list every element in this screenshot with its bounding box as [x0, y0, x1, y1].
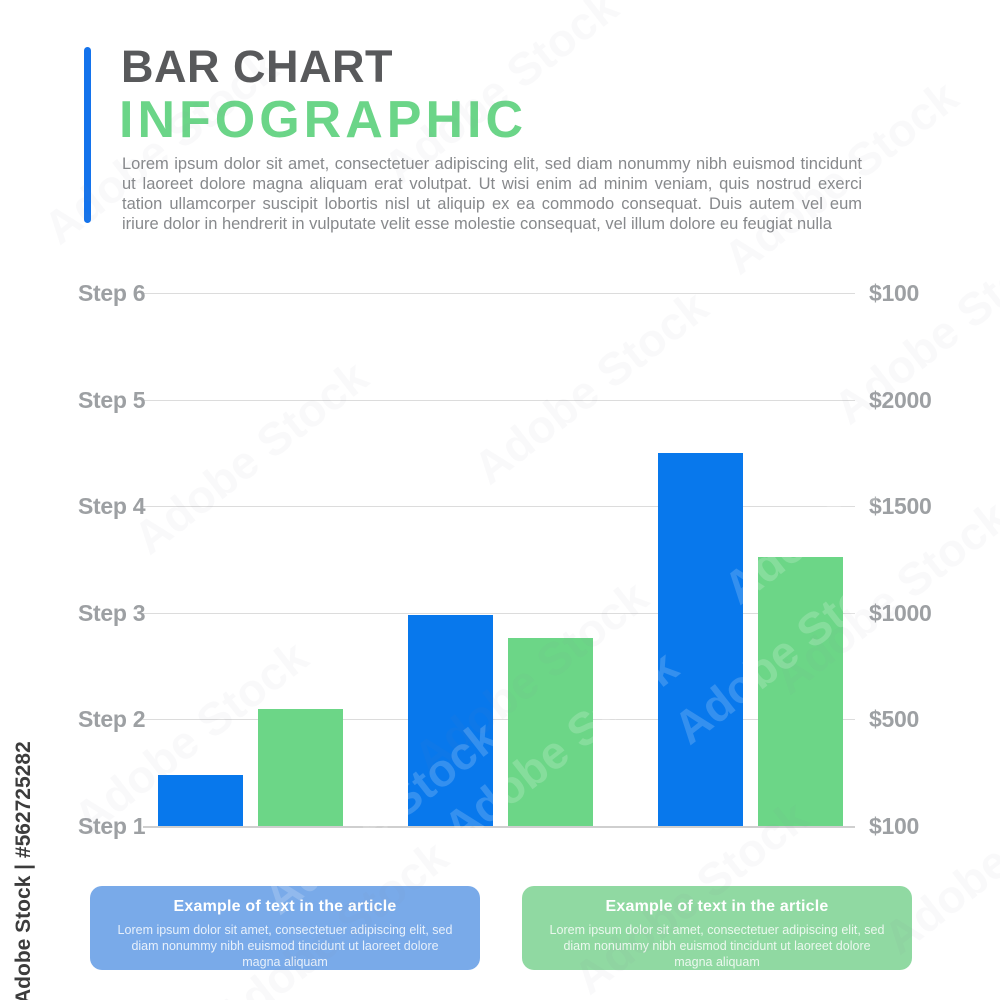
y-axis-dollar-label: $2000 [869, 386, 932, 413]
card-body: Lorem ipsum dolor sit amet, consectetuer… [117, 923, 453, 969]
gridline [143, 826, 855, 828]
y-axis-step-label: Step 2 [78, 706, 146, 733]
y-axis-dollar-label: $1500 [869, 493, 932, 520]
y-axis-dollar-label: $100 [869, 813, 919, 839]
y-axis-dollar-label: $100 [869, 280, 919, 306]
accent-bar [84, 47, 91, 223]
bar-green-series-jan [257, 708, 343, 826]
bar-green-series-mar [757, 557, 843, 826]
article-card-green: Example of text in the article Lorem ips… [522, 886, 912, 970]
y-axis-dollar-label: $500 [869, 706, 919, 733]
card-body: Lorem ipsum dolor sit amet, consectetuer… [549, 923, 885, 969]
bar-green-series-feb [507, 638, 593, 826]
stock-id-watermark: Adobe Stock | #562725282 [12, 741, 35, 1000]
bar-chart: Step 6 $100 Step 5 $2000 Step 4 $1500 Step 3 $1… [0, 270, 1000, 880]
y-axis-step-label: Step 5 [78, 386, 146, 413]
bar-blue-series-mar [657, 452, 743, 826]
intro-paragraph: Lorem ipsum dolor sit amet, consectetuer… [122, 155, 862, 233]
y-axis-step-label: Step 4 [78, 493, 146, 520]
gridline [143, 399, 855, 401]
gridline [143, 612, 855, 614]
page-title: BAR CHART [121, 41, 393, 92]
article-card-blue: Example of text in the article Lorem ips… [90, 886, 480, 970]
y-axis-step-label: Step 6 [78, 280, 146, 306]
y-axis-dollar-label: $1000 [869, 599, 932, 626]
gridline [143, 719, 855, 721]
bar-blue-series-jan [157, 775, 243, 826]
gridline [143, 293, 855, 294]
card-title: Example of text in the article [173, 898, 397, 915]
page-subtitle: INFOGRAPHIC [119, 91, 527, 149]
y-axis-step-label: Step 3 [78, 599, 146, 626]
gridline [143, 506, 855, 508]
y-axis-step-label: Step 1 [78, 813, 146, 839]
card-title: Example of text in the article [605, 898, 829, 915]
bar-blue-series-feb [407, 614, 493, 826]
